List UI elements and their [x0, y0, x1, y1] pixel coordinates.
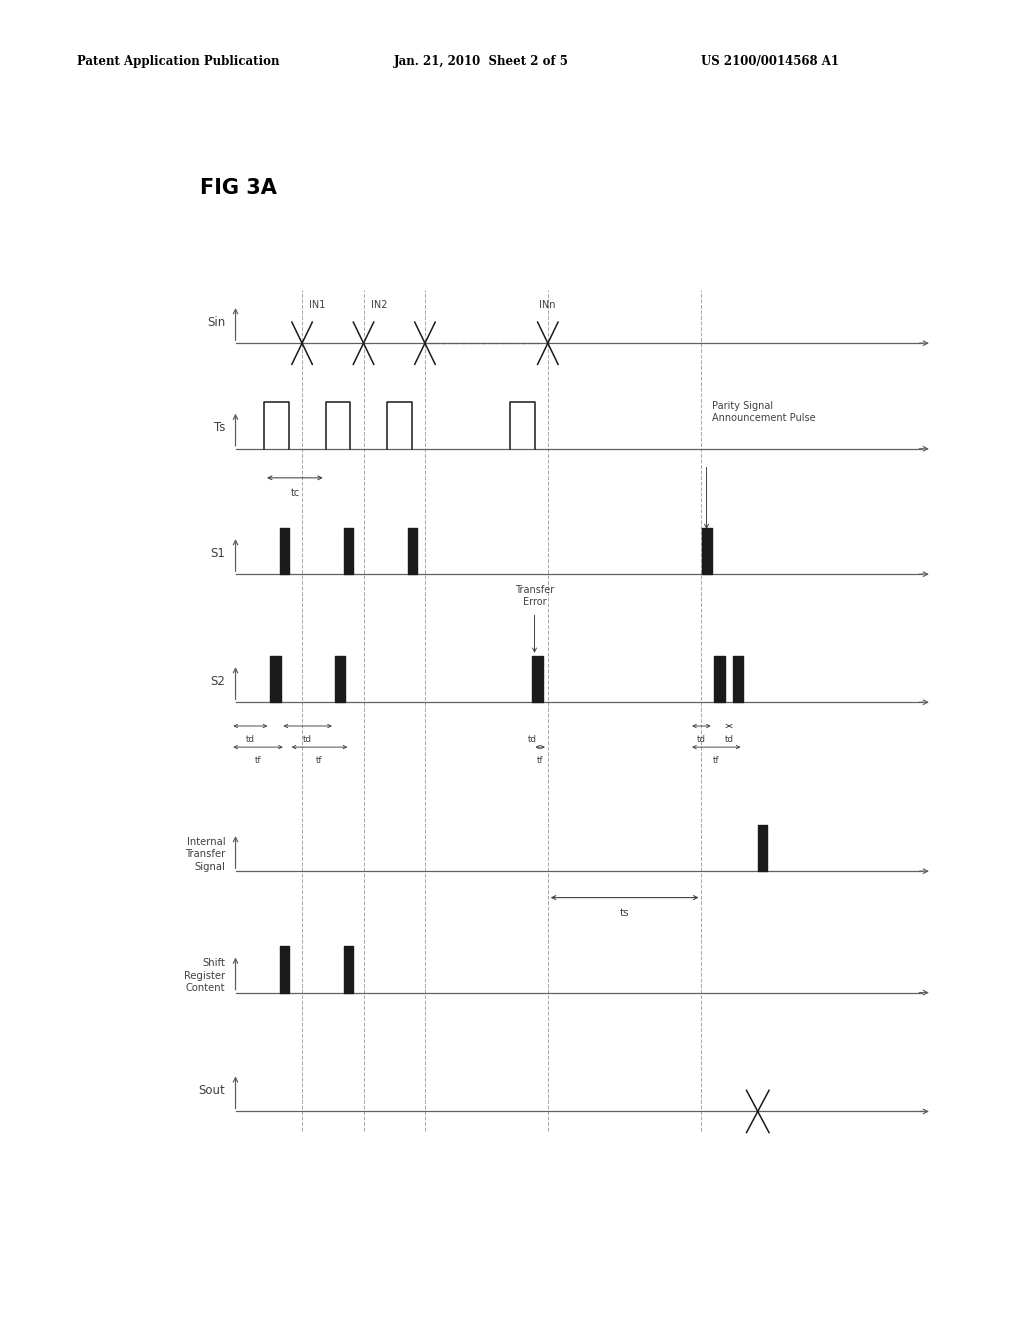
Text: td: td [246, 735, 255, 744]
Text: Patent Application Publication: Patent Application Publication [77, 55, 280, 69]
Text: Sin: Sin [207, 315, 225, 329]
Text: Transfer
Error: Transfer Error [515, 585, 554, 607]
Text: FIG 3A: FIG 3A [200, 178, 276, 198]
Text: S1: S1 [210, 546, 225, 560]
Text: Jan. 21, 2010  Sheet 2 of 5: Jan. 21, 2010 Sheet 2 of 5 [394, 55, 569, 69]
Text: Sout: Sout [199, 1084, 225, 1097]
Text: IN1: IN1 [309, 300, 326, 310]
Text: INn: INn [539, 300, 555, 310]
Text: td: td [697, 735, 706, 744]
Text: td: td [303, 735, 312, 744]
Text: Ts: Ts [214, 421, 225, 434]
Text: Parity Signal
Announcement Pulse: Parity Signal Announcement Pulse [712, 401, 815, 422]
Text: tf: tf [255, 756, 261, 766]
Text: tc: tc [290, 488, 300, 499]
Text: S2: S2 [210, 675, 225, 688]
Text: td: td [725, 735, 733, 744]
Text: US 2100/0014568 A1: US 2100/0014568 A1 [701, 55, 840, 69]
Text: IN2: IN2 [371, 300, 387, 310]
Text: Shift
Register
Content: Shift Register Content [184, 958, 225, 993]
Text: tf: tf [316, 756, 323, 766]
Text: ts: ts [620, 908, 630, 919]
Text: tf: tf [713, 756, 720, 766]
Text: Internal
Transfer
Signal: Internal Transfer Signal [185, 837, 225, 871]
Text: tf: tf [537, 756, 544, 766]
Text: td: td [528, 735, 537, 744]
